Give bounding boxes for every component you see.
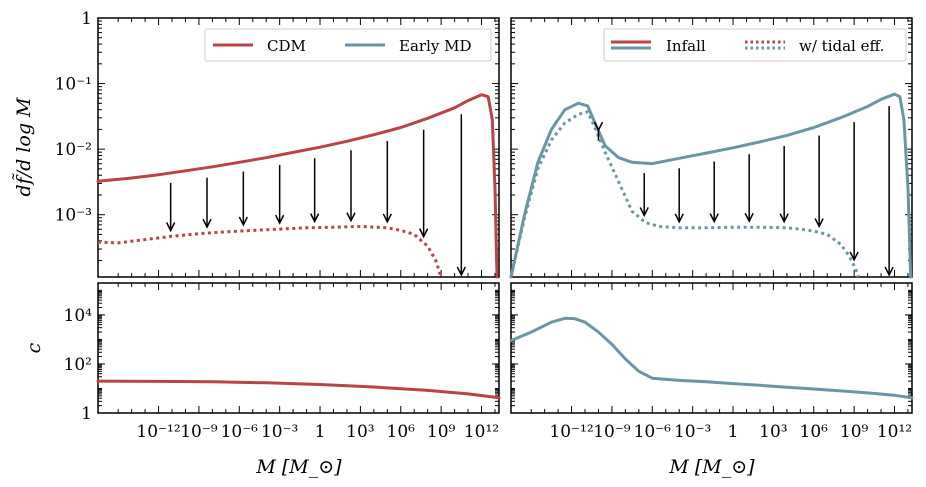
panel-top-left-frame bbox=[97, 17, 500, 278]
y-axis-label-top: df̃/d log M bbox=[12, 97, 35, 197]
x-tick-label: 10³ bbox=[346, 422, 374, 442]
x-tick-label: 10⁻³ bbox=[674, 422, 711, 442]
legend-top-left: CDM Early MD bbox=[204, 28, 492, 62]
tick-labels: 10⁻¹² 10⁻⁹ 10⁻⁶ 10⁻³ 1 10³ 10⁶ 10⁹ 10¹² 10⁻¹² 10⁻⁹… bbox=[55, 9, 913, 442]
tidal-arrow bbox=[779, 146, 789, 224]
panel-bottom-right-frame bbox=[510, 282, 913, 414]
x-tick-label: 10¹² bbox=[877, 422, 912, 442]
curve-cdm-w-tidal-eff bbox=[97, 225, 443, 278]
curve-early-md-w-tidal-eff bbox=[509, 110, 860, 278]
data-curves bbox=[96, 92, 914, 400]
tidal-arrow bbox=[165, 182, 176, 233]
x-tick-label: 10⁻⁹ bbox=[593, 422, 631, 442]
curve-cdm-concentration bbox=[96, 379, 501, 400]
y-tick-label-top: 10⁻³ bbox=[55, 206, 92, 226]
tidal-arrow bbox=[674, 168, 684, 224]
legend-label-infall: Infall bbox=[666, 37, 706, 55]
y-tick-label-top: 1 bbox=[81, 9, 92, 29]
y-axis-label-bottom: c bbox=[23, 342, 45, 353]
x-tick-label: 10¹² bbox=[464, 422, 499, 442]
x-tick-label: 10⁶ bbox=[800, 422, 829, 442]
tidal-arrow bbox=[382, 141, 392, 224]
tidal-arrow bbox=[346, 150, 356, 223]
x-tick-label: 10⁻⁶ bbox=[221, 422, 259, 442]
legend-label-tidal: w/ tidal eff. bbox=[799, 37, 884, 55]
legend-label-cdm: CDM bbox=[267, 37, 306, 55]
tidal-arrow bbox=[456, 114, 466, 277]
panel-bottom-left-frame bbox=[97, 282, 500, 414]
tidal-arrow bbox=[238, 171, 248, 227]
x-axis-label-right: M [M_⊙] bbox=[668, 456, 755, 478]
x-tick-label: 10⁶ bbox=[387, 422, 416, 442]
x-tick-label: 10⁻⁶ bbox=[634, 422, 672, 442]
x-tick-label: 1 bbox=[728, 422, 739, 442]
x-tick-label: 10³ bbox=[759, 422, 787, 442]
tidal-arrow bbox=[814, 135, 824, 229]
legend-label-early-md: Early MD bbox=[399, 37, 472, 55]
tidal-arrow bbox=[884, 106, 894, 277]
y-tick-label-bottom: 10⁴ bbox=[64, 306, 93, 326]
tidal-arrow bbox=[639, 173, 649, 218]
x-tick-label: 10⁻³ bbox=[261, 422, 298, 442]
tidal-arrow bbox=[274, 165, 285, 225]
tidal-arrow bbox=[202, 177, 212, 229]
y-tick-label-bottom: 10² bbox=[64, 355, 92, 375]
legend-box bbox=[603, 28, 907, 62]
axis-ticks bbox=[98, 17, 912, 414]
x-tick-label: 10⁻¹² bbox=[136, 422, 180, 442]
x-tick-label: 1 bbox=[315, 422, 326, 442]
x-tick-label: 10⁻¹² bbox=[549, 422, 593, 442]
tidal-arrow bbox=[849, 122, 859, 262]
tidal-arrow bbox=[709, 161, 719, 224]
x-axis-label-left: M [M_⊙] bbox=[255, 456, 342, 478]
x-tick-label: 10⁹ bbox=[840, 422, 869, 442]
panel-top-right-frame bbox=[510, 17, 913, 278]
tidal-arrow bbox=[744, 154, 754, 223]
tidal-arrow bbox=[309, 158, 320, 224]
y-tick-label-top: 10⁻¹ bbox=[55, 75, 92, 95]
curve-early-md-concentration bbox=[509, 316, 914, 400]
y-tick-label-bottom: 1 bbox=[81, 404, 92, 424]
tidal-arrows bbox=[165, 106, 894, 277]
x-tick-label: 10⁻⁹ bbox=[180, 422, 218, 442]
tidal-arrow bbox=[593, 121, 604, 141]
curve-cdm-infall bbox=[96, 93, 499, 279]
legend-top-right: Infall w/ tidal eff. bbox=[603, 28, 907, 62]
y-tick-label-top: 10⁻² bbox=[55, 140, 92, 160]
curve-early-md-infall bbox=[509, 92, 913, 279]
tidal-arrow bbox=[418, 129, 429, 239]
x-tick-label: 10⁹ bbox=[427, 422, 456, 442]
